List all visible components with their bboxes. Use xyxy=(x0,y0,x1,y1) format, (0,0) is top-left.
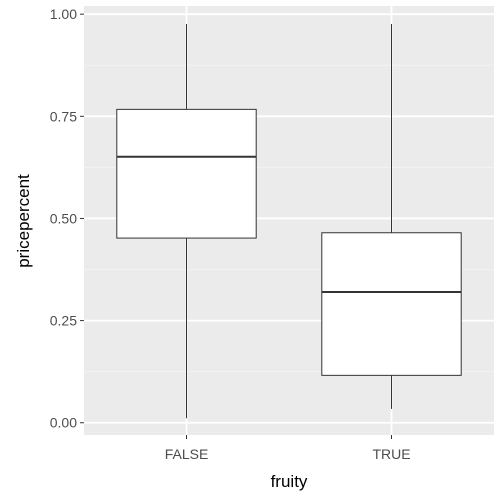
box-iqr xyxy=(321,232,462,376)
x-tick-label: TRUE xyxy=(372,446,410,462)
y-axis-title: pricepercent xyxy=(14,174,33,268)
x-axis: FALSE TRUE xyxy=(165,435,411,462)
x-tick-label: FALSE xyxy=(165,446,209,462)
y-axis: 0.00 0.25 0.50 0.75 1.00 xyxy=(50,6,84,431)
y-tick-label: 0.25 xyxy=(50,313,77,329)
boxes-layer xyxy=(116,23,462,419)
y-tick-label: 0.50 xyxy=(50,210,77,226)
y-tick-label: 0.75 xyxy=(50,108,77,124)
box-iqr xyxy=(116,108,257,239)
y-tick-label: 1.00 xyxy=(50,6,77,22)
x-axis-title: fruity xyxy=(271,472,308,491)
y-tick-label: 0.00 xyxy=(50,415,77,431)
